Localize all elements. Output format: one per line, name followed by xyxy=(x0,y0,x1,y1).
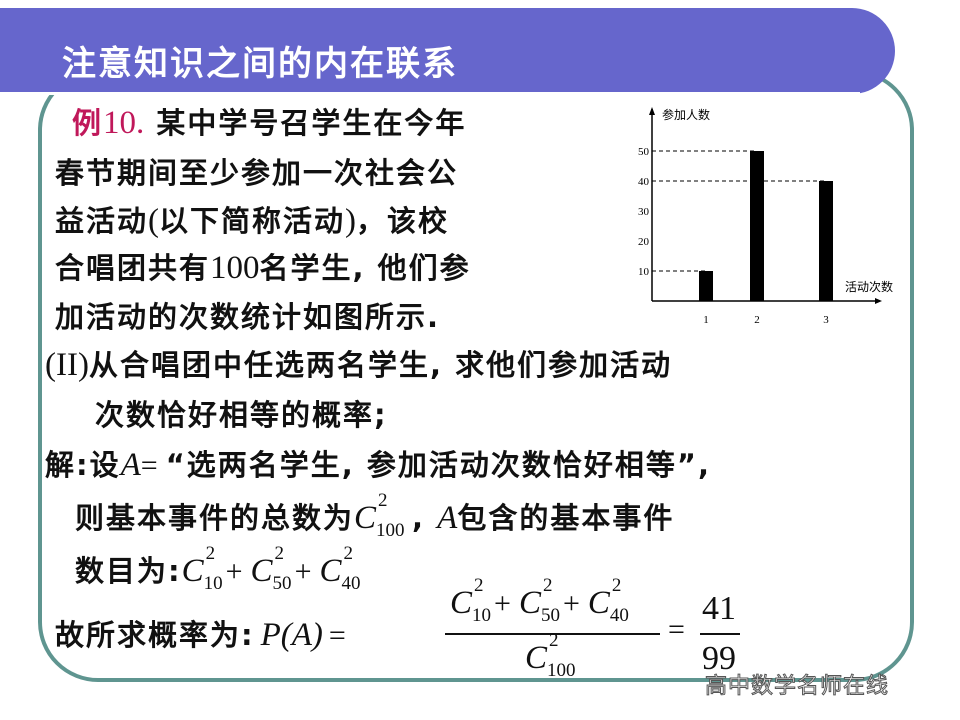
problem-line-1: 例10. 某中学号召学生在今年 xyxy=(72,100,466,142)
solution-line-4: 故所求概率为: P(A) = xyxy=(55,617,348,653)
x-tick-label: 3 xyxy=(823,314,829,326)
text: 以下简称活动 xyxy=(159,204,346,238)
problem-line-2: 春节期间至少参加一次社会公 xyxy=(55,156,459,190)
solution-label: 解 xyxy=(45,448,77,482)
text: 数目为: xyxy=(75,554,182,588)
result-fraction-bar xyxy=(700,633,740,635)
combination-50-2: C 2 50 xyxy=(250,543,292,594)
bar xyxy=(699,271,713,301)
result-denominator: 99 xyxy=(702,640,736,677)
text: 某中学号召学生在今年 xyxy=(156,106,467,140)
fraction-denominator: C 2 100 xyxy=(525,630,576,681)
x-axis-label: 活动次数 xyxy=(845,279,893,294)
example-label: 例 xyxy=(72,106,104,140)
result-numerator: 41 xyxy=(702,590,736,627)
watermark: 高中数学名师在线 xyxy=(704,674,890,700)
example-number: 10. xyxy=(103,105,145,141)
text: “选两名学生, 参加活动次数恰好相等”, xyxy=(165,448,711,482)
solution-line-3: 数目为:C 2 10 + C 2 50 + C 2 40 xyxy=(75,543,361,594)
y-tick-label: 50 xyxy=(638,146,650,158)
combination-40-2: C 2 40 xyxy=(319,543,361,594)
part-label: II xyxy=(56,347,78,383)
text: 故所求概率为: xyxy=(55,618,255,652)
combination-10-2: C 2 10 xyxy=(181,543,223,594)
y-tick-label: 20 xyxy=(638,236,650,248)
student-count: 100 xyxy=(210,250,260,286)
combination-100-2: C 2 100 xyxy=(354,490,405,541)
text: = xyxy=(140,449,160,482)
solution-line-2: 则基本事件的总数为C 2 100, A包含的基本事件 xyxy=(75,490,675,541)
solution-line-1: 解:设A= “选两名学生, 参加活动次数恰好相等”, xyxy=(45,442,711,484)
text: 益活动 xyxy=(55,204,149,238)
problem-line-5: 加活动的次数统计如图所示. xyxy=(55,300,441,334)
text: 名学生, 他们参 xyxy=(259,251,471,285)
y-tick-label: 10 xyxy=(638,266,650,278)
bar xyxy=(819,181,833,301)
slide-title: 注意知识之间的内在联系 xyxy=(62,44,458,84)
fraction-numerator: C 2 10 + C 2 50 + C 2 40 xyxy=(450,575,629,626)
text: 合唱团共有 xyxy=(55,251,211,285)
question-line-1: (II)从合唱团中任选两名学生, 求他们参加活动 xyxy=(45,347,673,383)
equals: = xyxy=(668,613,687,646)
title-band: 注意知识之间的内在联系 xyxy=(0,8,895,95)
y-axis-label: 参加人数 xyxy=(662,107,710,122)
y-tick-label: 30 xyxy=(638,206,650,218)
fraction-bar xyxy=(445,633,660,635)
y-axis-arrow xyxy=(649,107,655,115)
question-line-2: 次数恰好相等的概率; xyxy=(95,398,388,432)
text: 则基本事件的总数为 xyxy=(75,501,355,535)
text: ，该校 xyxy=(356,204,450,238)
text: , xyxy=(412,501,438,535)
problem-line-3: 益活动(以下简称活动)，该校 xyxy=(55,203,450,239)
event-symbol: A xyxy=(437,500,458,536)
y-tick-label: 40 xyxy=(638,176,650,188)
x-axis-arrow xyxy=(875,298,882,304)
x-tick-label: 2 xyxy=(754,314,760,326)
text: 从合唱团中任选两名学生, 求他们参加活动 xyxy=(88,348,673,382)
title-underline xyxy=(0,92,860,95)
x-tick-label: 1 xyxy=(703,314,709,326)
probability-expression: P(A) xyxy=(260,617,323,653)
text: :设 xyxy=(76,448,121,482)
text: 包含的基本事件 xyxy=(457,501,675,535)
bar xyxy=(750,151,764,301)
problem-line-4: 合唱团共有100名学生, 他们参 xyxy=(55,245,471,287)
event-symbol: A xyxy=(120,447,141,483)
